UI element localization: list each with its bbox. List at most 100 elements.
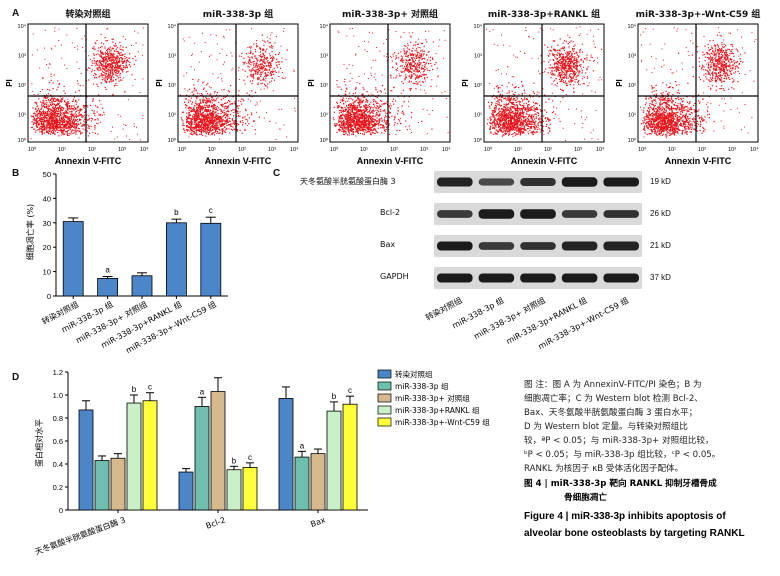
- event-dot: [204, 124, 206, 127]
- x-tick-label: 10⁴: [290, 146, 299, 153]
- event-dot: [37, 114, 39, 116]
- event-dot: [536, 128, 538, 130]
- event-dot: [421, 49, 423, 51]
- event-dot: [54, 30, 56, 32]
- event-dot: [216, 133, 218, 134]
- event-dot: [275, 71, 277, 73]
- event-dot: [527, 133, 529, 135]
- event-dot: [104, 37, 106, 39]
- event-dot: [395, 100, 397, 102]
- event-dot: [362, 109, 364, 112]
- event-dot: [57, 107, 59, 109]
- event-dot: [410, 74, 412, 76]
- event-dot: [345, 113, 347, 115]
- event-dot: [367, 130, 369, 132]
- x-tick-label: 10¹: [208, 147, 216, 153]
- event-dot: [50, 47, 52, 49]
- event-dot: [425, 31, 427, 32]
- event-dot: [116, 61, 118, 63]
- event-dot: [399, 129, 401, 132]
- event-dot: [51, 109, 53, 111]
- event-dot: [100, 33, 102, 36]
- event-dot: [109, 52, 111, 55]
- event-dot: [122, 128, 124, 130]
- event-dot: [206, 109, 209, 111]
- event-dot: [366, 51, 368, 52]
- event-dot: [50, 104, 53, 106]
- event-dot: [283, 28, 285, 29]
- event-dot: [409, 65, 411, 67]
- event-dot: [432, 41, 434, 43]
- event-dot: [199, 126, 201, 128]
- event-dot: [189, 100, 192, 102]
- event-dot: [84, 35, 86, 37]
- event-dot: [71, 126, 74, 128]
- event-dot: [129, 61, 131, 63]
- event-dot: [207, 134, 209, 135]
- event-dot: [117, 77, 119, 79]
- event-dot: [352, 121, 354, 123]
- event-dot: [368, 129, 370, 131]
- event-dot: [94, 112, 96, 114]
- event-dot: [82, 124, 84, 126]
- event-dot: [257, 72, 259, 74]
- event-dot: [260, 71, 262, 73]
- event-dot: [203, 116, 205, 118]
- event-dot: [259, 60, 261, 62]
- event-dot: [379, 127, 382, 129]
- event-dot: [76, 115, 78, 118]
- event-dot: [511, 115, 513, 117]
- event-dot: [59, 123, 61, 126]
- event-dot: [212, 110, 214, 112]
- event-dot: [263, 40, 265, 42]
- event-dot: [273, 73, 275, 76]
- event-dot: [341, 100, 344, 102]
- event-dot: [72, 122, 74, 125]
- event-dot: [106, 53, 108, 55]
- event-dot: [96, 83, 98, 85]
- event-dot: [261, 34, 263, 36]
- event-dot: [81, 132, 83, 134]
- event-dot: [388, 117, 390, 119]
- event-dot: [429, 56, 432, 58]
- event-dot: [361, 122, 363, 124]
- event-dot: [107, 65, 109, 67]
- event-dot: [415, 83, 417, 85]
- event-dot: [70, 113, 72, 115]
- y-axis-label: PI: [6, 79, 14, 87]
- event-dot: [210, 112, 213, 114]
- event-dot: [41, 132, 44, 134]
- event-dot: [70, 120, 72, 122]
- event-dot: [124, 57, 126, 59]
- event-dot: [46, 125, 48, 127]
- event-dot: [137, 133, 138, 135]
- event-dot: [73, 124, 76, 126]
- event-dot: [408, 69, 410, 71]
- event-dot: [188, 112, 190, 114]
- event-dot: [362, 99, 364, 101]
- event-dot: [264, 68, 266, 71]
- event-dot: [63, 100, 66, 102]
- event-dot: [78, 67, 80, 69]
- event-dot: [407, 62, 409, 64]
- event-dot: [120, 68, 122, 70]
- event-dot: [196, 116, 198, 118]
- event-dot: [200, 125, 202, 127]
- event-dot: [420, 68, 422, 70]
- event-dot: [117, 72, 119, 74]
- event-dot: [405, 60, 408, 62]
- event-dot: [43, 126, 45, 128]
- event-dot: [265, 77, 267, 79]
- event-dot: [353, 109, 355, 111]
- event-dot: [110, 63, 112, 65]
- x-tick-label: 10³: [268, 147, 276, 153]
- event-dot: [355, 87, 357, 89]
- event-dot: [359, 109, 361, 111]
- event-dot: [219, 117, 221, 119]
- event-dot: [363, 119, 365, 121]
- event-dot: [224, 113, 226, 115]
- event-dot: [415, 67, 417, 69]
- event-dot: [426, 60, 428, 62]
- event-dot: [35, 101, 37, 103]
- event-dot: [69, 105, 71, 107]
